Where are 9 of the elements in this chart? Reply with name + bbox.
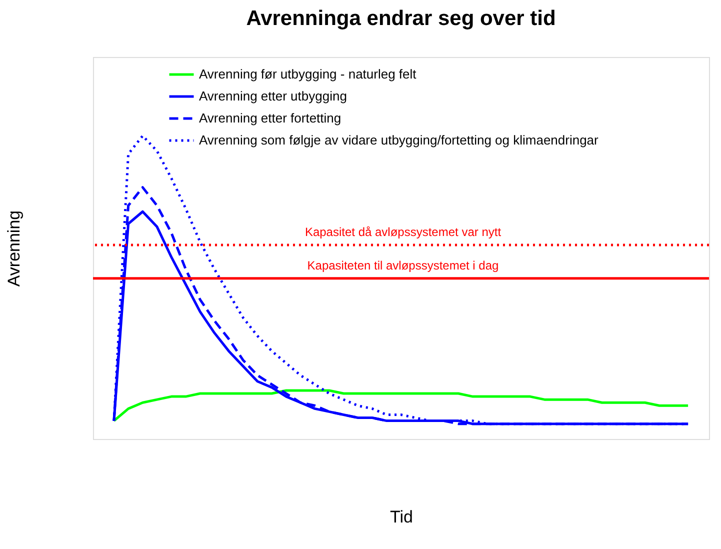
legend-label: Avrenning etter utbygging [199,88,347,104]
chart-title: Avrenninga endrar seg over tid [246,7,556,30]
ref-line-label: Kapasitet då avløpssystemet var nytt [304,224,502,239]
legend-label: Avrenning før utbygging - naturleg felt [199,66,417,82]
legend-label: Avrenning etter fortetting [199,110,342,126]
legend-label: Avrenning som følgje av vidare utbygging/fortetting og klimaendringar [199,132,600,148]
y-axis-title: Avrenning [4,210,24,287]
ref-line-label: Kapasiteten til avløpssystemet i dag [307,258,499,272]
x-axis-title: Tid [390,508,413,526]
